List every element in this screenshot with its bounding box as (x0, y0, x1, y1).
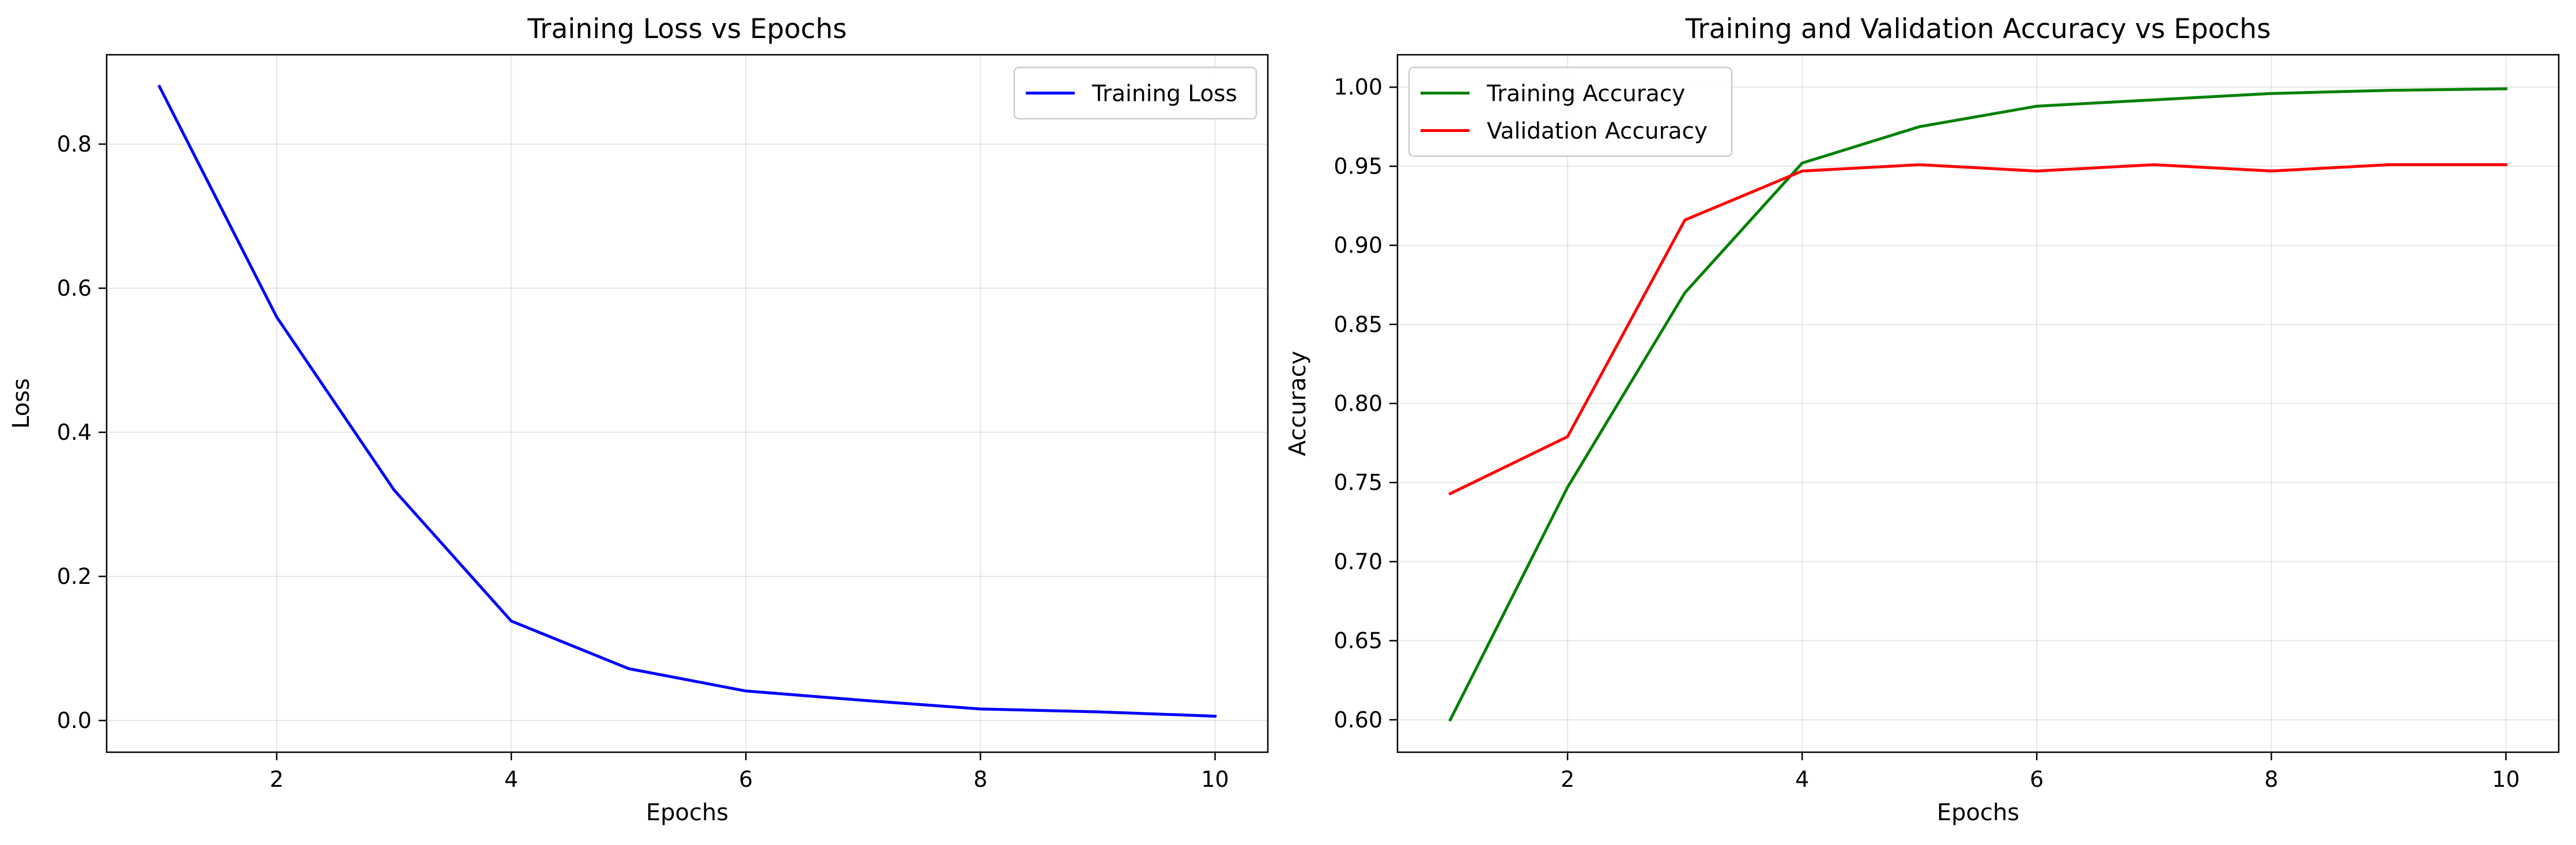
y-tick-label: 0.8 (57, 131, 92, 157)
series-line-1 (1448, 87, 2507, 722)
y-tick-label: 0.2 (57, 564, 92, 589)
legend: Training Loss (1013, 66, 1257, 120)
x-axis-label: Epochs (646, 799, 728, 826)
x-tick-label: 6 (739, 767, 753, 792)
legend-box (1408, 66, 1733, 157)
y-tick-label: 1.00 (1334, 74, 1383, 100)
x-tick-label: 10 (1201, 767, 1229, 792)
x-tick-label: 2 (270, 767, 284, 792)
y-tick-label: 0.75 (1334, 470, 1383, 495)
legend-label: Validation Accuracy (1487, 119, 1708, 145)
x-tick-label: 6 (2030, 767, 2044, 792)
accuracy-chart: 2 4 6 8 10 0.60 0.65 0.70 0.75 0.80 0.85 0.90 0.95 1.… (1285, 13, 2560, 826)
y-tick-label: 0.70 (1334, 549, 1383, 574)
y-axis-label: Accuracy (1285, 351, 1311, 457)
y-tick-label: 0.80 (1334, 391, 1383, 416)
x-tick-label: 2 (1561, 767, 1574, 792)
y-tick-label: 0.0 (57, 708, 92, 733)
x-tick-label: 4 (504, 767, 518, 792)
chart-title: Training and Validation Accuracy vs Epoc… (1685, 13, 2271, 45)
y-tick-label: 0.4 (57, 420, 92, 445)
legend-label: Training Loss (1091, 81, 1237, 107)
loss-chart: 2 4 6 8 10 0.0 0.2 0.4 0.6 0.8 Training Loss vs Ep… (8, 13, 1269, 826)
series-line-1 (157, 84, 1217, 718)
legend: Training Accuracy Validation Accuracy (1408, 66, 1733, 157)
x-tick-label: 8 (973, 767, 987, 792)
chart-title: Training Loss vs Epochs (527, 13, 847, 45)
y-tick-label: 0.65 (1334, 628, 1383, 654)
y-tick-label: 0.95 (1334, 153, 1383, 179)
y-tick-label: 0.60 (1334, 707, 1383, 733)
x-tick-label: 8 (2264, 767, 2278, 792)
x-axis-label: Epochs (1937, 799, 2019, 826)
plot-frame (105, 54, 1269, 753)
legend-box (1013, 66, 1257, 120)
y-tick-label: 0.6 (57, 276, 92, 301)
x-tick-label: 10 (2492, 767, 2520, 792)
series-line-2 (1448, 163, 2507, 496)
y-tick-label: 0.90 (1334, 233, 1383, 258)
x-tick-label: 4 (1795, 767, 1809, 792)
y-axis-label: Loss (8, 378, 35, 429)
y-tick-label: 0.85 (1334, 312, 1383, 337)
legend-label: Training Accuracy (1486, 81, 1685, 107)
